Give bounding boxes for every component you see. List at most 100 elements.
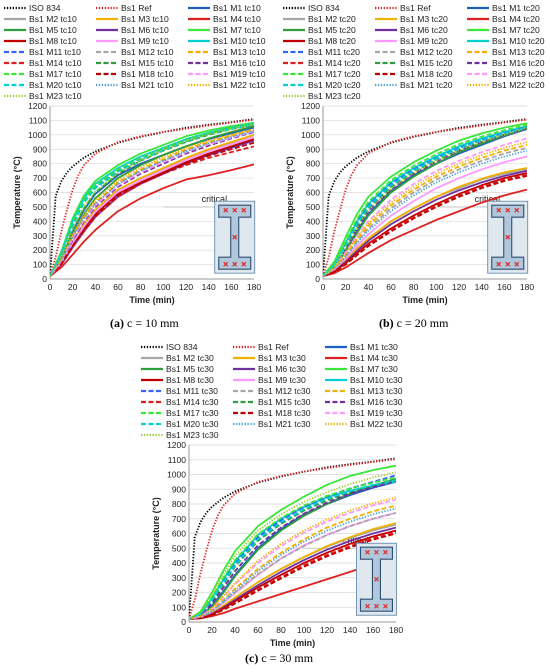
series-group xyxy=(323,118,527,277)
x-tick-label: 120 xyxy=(320,625,334,635)
legend-entry: Bs1 M18 tc10 xyxy=(121,69,174,79)
x-tick-label: 120 xyxy=(179,282,193,292)
legend-entry: Bs1 M7 tc20 xyxy=(492,25,540,35)
series-line xyxy=(50,118,254,277)
x-tick-label: 60 xyxy=(253,625,263,635)
section-diagram-icon xyxy=(487,200,529,274)
series-line xyxy=(50,130,254,277)
y-tick-label: 600 xyxy=(306,188,320,198)
y-tick-label: 1200 xyxy=(167,440,186,450)
legend-entry: Bs1 M12 tc30 xyxy=(258,386,311,396)
legend-entry: Bs1 M22 tc20 xyxy=(492,80,545,90)
panel-caption: (c) c = 30 mm xyxy=(245,651,314,665)
y-tick-label: 800 xyxy=(172,499,186,509)
legend-entry: Bs1 M2 tc20 xyxy=(308,14,356,24)
caption-text: c = 30 mm xyxy=(258,651,313,665)
series-line xyxy=(323,175,527,277)
legend-entry: Bs1 M11 tc30 xyxy=(166,386,218,396)
legend-entry: Bs1 M23 tc30 xyxy=(166,430,219,440)
x-axis-label: Time (min) xyxy=(402,295,447,305)
legend-entry: Bs1 M9 tc20 xyxy=(400,36,448,46)
series-line xyxy=(323,149,527,277)
legend-entry: ISO 834 xyxy=(166,342,198,352)
legend-entry: Bs1 M1 tc10 xyxy=(213,3,261,13)
x-tick-label: 60 xyxy=(386,282,396,292)
legend-entry: Bs1 M23 tc10 xyxy=(29,91,82,101)
legend-entry: Bs1 M3 tc10 xyxy=(121,14,169,24)
legend-entry: Bs1 M2 tc30 xyxy=(166,353,214,363)
legend-entry: Bs1 M6 tc20 xyxy=(400,25,448,35)
x-tick-label: 180 xyxy=(520,282,534,292)
legend-entry: Bs1 M17 tc30 xyxy=(166,408,219,418)
x-tick-label: 180 xyxy=(389,625,403,635)
legend-entry: Bs1 M20 tc10 xyxy=(29,80,82,90)
legend-entry: Bs1 M22 tc30 xyxy=(350,419,403,429)
caption-label: (b) xyxy=(379,316,394,330)
legend-entry: Bs1 M16 tc30 xyxy=(350,397,403,407)
y-axis-label: Temperature (°C) xyxy=(151,497,161,569)
legend-entry: Bs1 M16 tc10 xyxy=(213,58,266,68)
legend-entry: Bs1 M3 tc30 xyxy=(258,353,306,363)
series-line xyxy=(323,144,527,277)
legend-entry: Bs1 M9 tc30 xyxy=(258,375,306,385)
x-tick-label: 60 xyxy=(113,282,123,292)
caption-label: (c) xyxy=(245,651,258,665)
panel-a: ISO 834 Bs1 Ref Bs1 M1 tc10 Bs1 M2 tc10 Bs1 … xyxy=(0,0,278,338)
legend-entry: Bs1 M20 tc30 xyxy=(166,419,219,429)
legend-entry: ISO 834 xyxy=(308,3,340,13)
legend-entry: Bs1 M5 tc20 xyxy=(308,25,356,35)
legend-entry: Bs1 M4 tc10 xyxy=(213,14,261,24)
legend-entry: Bs1 M3 tc20 xyxy=(400,14,448,24)
legend-entry: Bs1 M22 tc10 xyxy=(213,80,266,90)
series-line xyxy=(189,476,396,620)
y-tick-label: 0 xyxy=(315,274,320,284)
panel-c: ISO 834 Bs1 Ref Bs1 M1 tc30 Bs1 M2 tc30 Bs1 … xyxy=(137,339,415,672)
legend-entry: Bs1 M23 tc20 xyxy=(308,91,361,101)
x-tick-label: 160 xyxy=(497,282,511,292)
legend-entry: Bs1 M20 tc20 xyxy=(308,80,361,90)
y-tick-label: 200 xyxy=(172,588,186,598)
series-line xyxy=(189,471,396,620)
series-line xyxy=(323,141,527,277)
y-tick-label: 400 xyxy=(172,558,186,568)
section-diagram-icon xyxy=(356,542,397,616)
series-line xyxy=(189,496,396,620)
x-tick-label: 120 xyxy=(452,282,466,292)
series-line xyxy=(323,146,527,277)
legend-entry: Bs1 M19 tc30 xyxy=(350,408,403,418)
x-tick-label: 100 xyxy=(156,282,170,292)
legend-entry: Bs1 M2 tc10 xyxy=(29,14,77,24)
legend-entry: Bs1 M10 tc20 xyxy=(492,36,545,46)
legend-entry: Bs1 M17 tc10 xyxy=(29,69,82,79)
y-tick-label: 1000 xyxy=(167,470,186,480)
section-diagram-icon xyxy=(214,200,256,274)
legend-entry: Bs1 M10 tc30 xyxy=(350,375,403,385)
legend-entry: Bs1 M8 tc20 xyxy=(308,36,356,46)
y-tick-label: 100 xyxy=(306,260,320,270)
x-tick-label: 180 xyxy=(247,282,261,292)
legend-entry: Bs1 M11 tc10 xyxy=(29,47,81,57)
legend-entry: Bs1 M21 tc20 xyxy=(400,80,453,90)
x-tick-label: 40 xyxy=(364,282,374,292)
series-line xyxy=(189,556,396,620)
legend-entry: Bs1 M21 tc30 xyxy=(258,419,311,429)
x-tick-label: 140 xyxy=(202,282,216,292)
x-tick-label: 140 xyxy=(343,625,357,635)
series-line xyxy=(323,124,527,277)
y-tick-label: 0 xyxy=(42,274,47,284)
y-tick-label: 900 xyxy=(306,144,320,154)
y-tick-label: 1100 xyxy=(29,115,48,125)
legend-entry: Bs1 M12 tc20 xyxy=(400,47,453,57)
series-line xyxy=(50,163,254,277)
y-tick-label: 700 xyxy=(33,173,47,183)
legend-entry: Bs1 M13 tc20 xyxy=(492,47,545,57)
x-tick-label: 40 xyxy=(91,282,101,292)
series-line xyxy=(323,125,527,277)
legend-entry: Bs1 M17 tc20 xyxy=(308,69,361,79)
legend-entry: Bs1 M15 tc30 xyxy=(258,397,311,407)
y-tick-label: 500 xyxy=(33,202,47,212)
series-line xyxy=(323,155,527,277)
x-tick-label: 20 xyxy=(341,282,351,292)
x-axis-label: Time (min) xyxy=(270,638,315,648)
